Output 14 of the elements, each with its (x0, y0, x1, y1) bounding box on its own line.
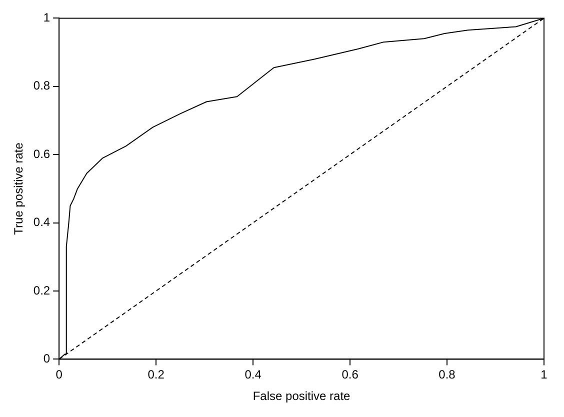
x-axis-title: False positive rate (252, 389, 351, 404)
y-tick-label: 0.2 (33, 283, 50, 298)
y-tick-label: 0.8 (33, 78, 50, 93)
y-tick-label: 0.6 (33, 146, 50, 161)
x-tick-label: 0.6 (342, 368, 359, 382)
x-tick-label: 0.8 (438, 368, 456, 382)
x-tick-label: 0 (56, 368, 63, 382)
x-tick-label: 0.4 (244, 368, 262, 382)
y-axis-title: True positive rate (12, 142, 26, 235)
y-tick-label: 0 (43, 352, 50, 366)
y-tick-label: 1 (43, 10, 50, 25)
y-tick-label: 0.4 (33, 215, 50, 230)
x-tick-label: 0.2 (148, 368, 165, 382)
x-tick-label: 1 (540, 368, 548, 382)
